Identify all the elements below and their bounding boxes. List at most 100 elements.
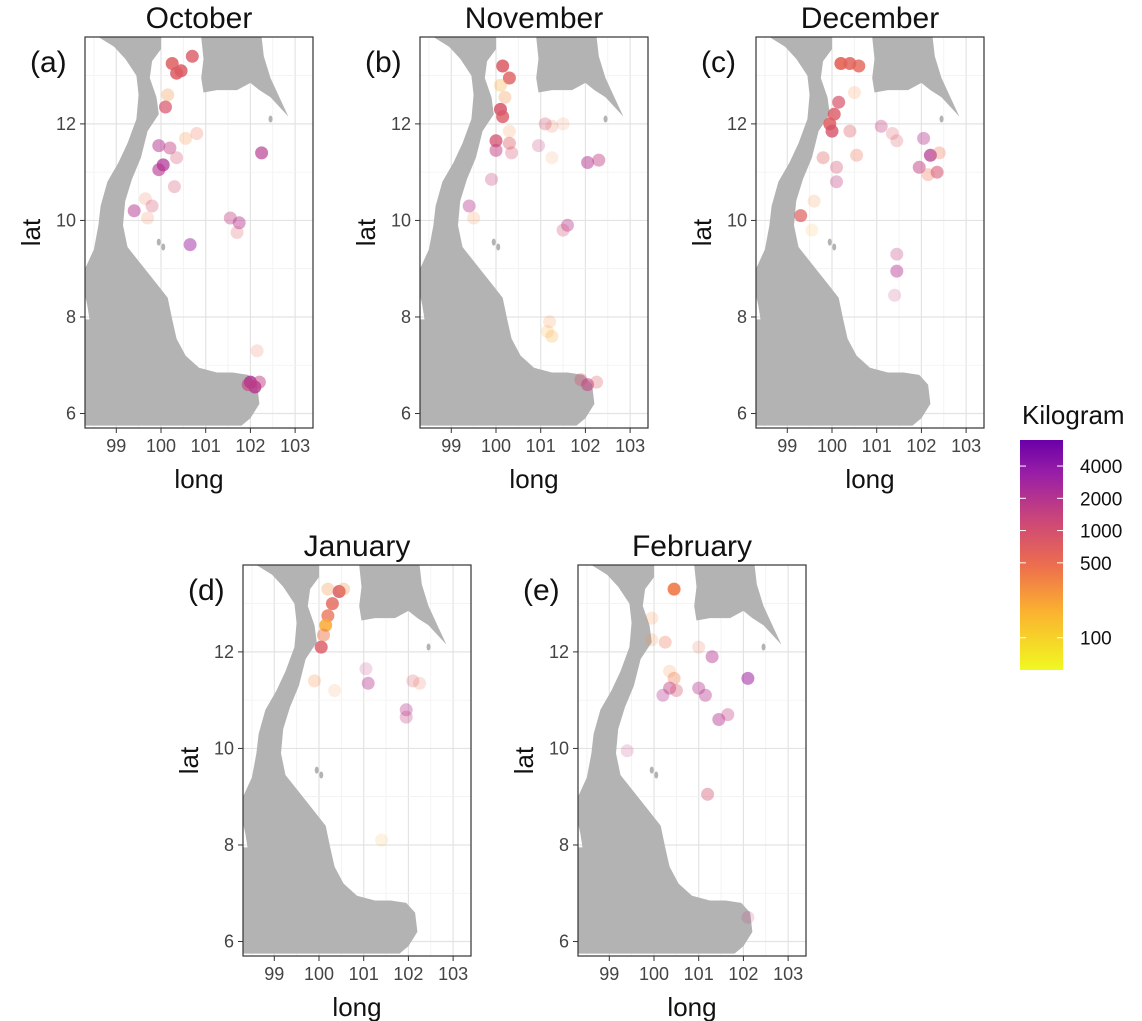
y-axis-title: lat xyxy=(687,218,717,246)
catch-point xyxy=(874,119,888,133)
x-tick-label: 103 xyxy=(438,964,468,984)
island xyxy=(507,378,512,386)
y-tick-label: 6 xyxy=(224,932,234,952)
catch-point xyxy=(494,78,507,92)
catch-point xyxy=(489,143,503,157)
catch-point xyxy=(159,100,172,114)
catch-point xyxy=(805,223,819,237)
x-tick-label: 102 xyxy=(235,436,265,456)
catch-point xyxy=(832,95,846,109)
legend-tick-label: 1000 xyxy=(1080,522,1122,543)
landmass-east xyxy=(359,565,447,645)
catch-point xyxy=(794,209,808,223)
panel-label: (e) xyxy=(523,574,560,607)
catch-point xyxy=(847,86,861,99)
x-tick-label: 100 xyxy=(481,436,511,456)
catch-point xyxy=(163,141,177,155)
panel-label: (a) xyxy=(30,46,67,79)
x-tick-label: 103 xyxy=(615,436,645,456)
catch-point xyxy=(830,175,843,189)
island xyxy=(447,340,452,348)
legend-tick-label: 2000 xyxy=(1080,489,1122,510)
catch-point xyxy=(406,674,420,688)
y-tick-label: 12 xyxy=(214,642,234,662)
catch-point xyxy=(658,635,672,649)
x-axis-title: long xyxy=(332,992,381,1021)
legend-colorbar xyxy=(1020,440,1063,670)
catch-point xyxy=(921,168,935,182)
island xyxy=(303,889,308,897)
panel-border xyxy=(419,36,649,429)
catch-point xyxy=(741,910,755,924)
island xyxy=(654,771,659,779)
x-tick-label: 102 xyxy=(906,436,936,456)
panel-label: (c) xyxy=(701,46,736,79)
catch-point xyxy=(252,375,266,389)
catch-point xyxy=(321,582,335,596)
island xyxy=(314,766,319,774)
catch-point xyxy=(319,618,333,632)
map-panels: 99 100 101 102 103 6 8 10 12 long lat October (a) 99 1… xyxy=(16,2,985,1021)
x-tick-label: 101 xyxy=(526,436,556,456)
catch-point xyxy=(932,146,946,160)
island xyxy=(145,361,150,369)
catch-point xyxy=(165,57,179,70)
catch-point xyxy=(741,671,755,685)
catch-point xyxy=(930,165,944,179)
y-tick-label: 12 xyxy=(56,114,76,134)
catch-point xyxy=(185,49,199,63)
legend-ticks: 100 500 1000 2000 4000 xyxy=(1020,457,1122,650)
color-legend: Kilogram 100 500 1000 2000 4000 xyxy=(1020,400,1125,670)
catch-point xyxy=(890,247,904,261)
island xyxy=(270,868,275,876)
y-tick-label: 8 xyxy=(559,835,569,855)
catch-point xyxy=(232,216,246,230)
island xyxy=(761,643,766,651)
catch-point xyxy=(170,151,184,165)
catch-point xyxy=(581,378,595,392)
island xyxy=(827,238,832,246)
y-tick-label: 10 xyxy=(727,210,747,230)
landmass-east xyxy=(201,37,289,117)
catch-point xyxy=(308,674,321,688)
x-tick-label: 102 xyxy=(570,436,600,456)
catch-point xyxy=(590,375,604,389)
catch-point xyxy=(692,640,706,654)
x-tick-label: 101 xyxy=(684,964,714,984)
panel-title: October xyxy=(146,2,253,35)
catch-point xyxy=(556,117,570,131)
catch-point xyxy=(807,194,821,208)
catch-point xyxy=(692,681,706,695)
catch-point xyxy=(885,127,899,140)
catch-point xyxy=(543,315,557,329)
catch-points xyxy=(127,49,269,394)
y-axis-title: lat xyxy=(16,218,46,246)
panel-border xyxy=(242,564,472,957)
catch-point xyxy=(489,134,503,148)
x-tick-label: 99 xyxy=(106,436,126,456)
landmass-peninsula xyxy=(85,37,260,426)
landmass-peninsula xyxy=(420,37,595,426)
panel-label: (b) xyxy=(365,46,402,79)
catch-points xyxy=(308,582,427,847)
island xyxy=(665,906,670,914)
panel-border xyxy=(755,36,985,429)
x-tick-label: 103 xyxy=(951,436,981,456)
y-tick-label: 8 xyxy=(401,307,411,327)
catch-point xyxy=(852,59,866,73)
catch-point xyxy=(669,684,683,697)
catch-point xyxy=(498,90,512,104)
legend-tick-label: 500 xyxy=(1080,554,1112,575)
catch-point xyxy=(399,710,413,724)
catch-point xyxy=(663,664,677,678)
catch-point xyxy=(545,329,559,343)
x-tick-label: 100 xyxy=(146,436,176,456)
catch-point xyxy=(314,640,328,654)
y-axis-title: lat xyxy=(351,218,381,246)
island xyxy=(605,868,610,876)
catch-point xyxy=(912,160,926,174)
island xyxy=(426,643,431,651)
catch-point xyxy=(923,148,937,162)
island xyxy=(816,361,821,369)
